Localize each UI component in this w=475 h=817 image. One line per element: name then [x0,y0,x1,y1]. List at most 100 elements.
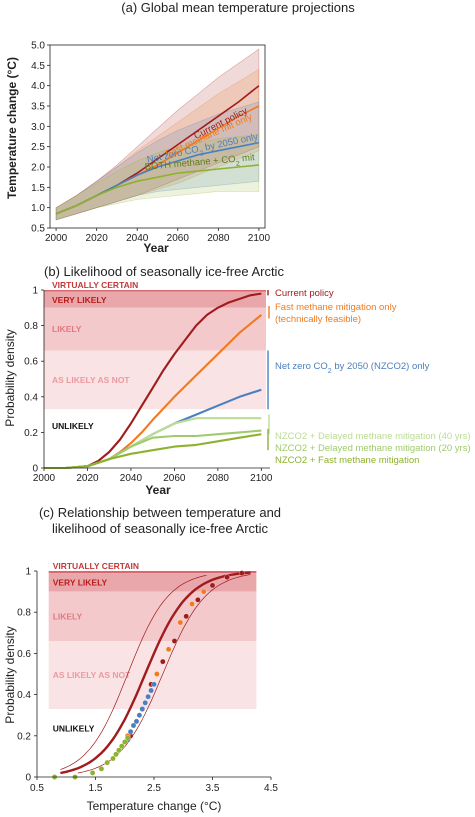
xtick-label: 3.5 [206,783,220,794]
panel-a-title: (a) Global mean temperature projections [121,0,355,15]
ytick-label: 1 [25,567,31,578]
legend-entry: NZCO2 + Delayed methane mitigation (40 y… [275,431,471,442]
legend-entry: NZCO2 + Fast methane mitigation [275,455,419,466]
band-label: UNLIKELY [53,724,95,734]
xtick-label: 2000 [33,473,56,484]
line-both [44,433,262,470]
sigmoid-curve [60,574,207,770]
ytick-label: 0 [32,464,38,475]
band-label: VERY LIKELY [52,295,107,305]
point-fast_methane [189,601,195,607]
xtick-label: 2100 [250,473,273,484]
band-label: VIRTUALLY CERTAIN [52,280,138,290]
point-net_zero [127,728,134,735]
xtick-label: 2020 [76,473,99,484]
point-both [98,766,105,772]
panel-c-title-line2: likelihood of seasonally ice-free Arctic [52,521,269,536]
ytick-label: 1.0 [31,203,45,214]
xtick-label: 0.5 [30,783,44,794]
ytick-label: 0.2 [17,731,31,742]
xtick-label: 1.5 [89,783,103,794]
xtick-label: 2080 [207,473,230,484]
band-label: AS LIKELY AS NOT [53,670,131,680]
ytick-label: 0.4 [17,690,31,701]
point-net_zero [130,722,137,729]
ytick-label: 3.0 [31,122,45,133]
point-current_policy [160,658,166,665]
line-current_policy [44,292,262,470]
legend-entry: (technically feasible) [275,314,361,325]
point-net_zero [151,681,157,688]
ytick-label: 0.2 [24,428,38,439]
point-net_zero [139,706,146,712]
band-label: LIKELY [52,324,82,334]
legend-entry: Current policy [275,288,334,299]
point-current_policy [195,597,201,603]
band-label: VIRTUALLY CERTAIN [53,561,139,571]
ytick-label: 1.5 [31,183,45,194]
xtick-label: 2040 [120,473,143,484]
band-label: AS LIKELY AS NOT [52,375,130,385]
ytick-label: 5.0 [31,41,45,52]
point-fast_methane [200,588,207,595]
point-current_policy [171,638,178,644]
sigmoid-curve [60,571,251,775]
point-both [104,759,110,766]
point-both [113,751,119,758]
panel-a-xlabel: Year [143,241,169,255]
panel-b-xlabel: Year [145,483,171,497]
panel-a-ylabel: Temperature change (°C) [5,57,19,199]
point-net_zero [133,718,140,725]
legend-entry: Fast methane mitigation only [275,302,397,313]
legend-net-zero: Net zero CO2 by 2050 (NZCO2) only [275,361,430,375]
xtick-label: 2060 [163,473,186,484]
ytick-label: 0.4 [24,392,38,403]
panel-b-plot: VIRTUALLY CERTAIN VERY LIKELY LIKELY AS LIK… [24,280,471,484]
xtick-label: 2020 [86,233,109,244]
ytick-label: 2.0 [31,163,45,174]
point-both [124,735,131,741]
panel-c-plot: VIRTUALLY CERTAIN VERY LIKELY LIKELY AS LIK… [17,561,278,794]
point-both [119,743,125,749]
band-very-likely [44,291,266,308]
ytick-label: 0.8 [17,608,31,619]
ytick-label: 0 [25,773,31,784]
band-very-likely [48,573,257,592]
point-both [110,755,116,762]
band-as-likely-as-not [44,350,266,410]
ytick-label: 0.8 [24,321,38,332]
xtick-label: 2040 [126,233,149,244]
point-current_policy [239,570,245,576]
panel-b-ylabel: Probability density [3,329,17,426]
point-both [89,770,96,776]
ytick-label: 2.5 [31,142,45,153]
xtick-label: 2080 [207,233,230,244]
ytick-label: 0.6 [17,649,31,660]
band-likely [48,591,257,642]
line-both [55,164,259,215]
band-virtually-certain [44,290,266,292]
panel-c-ylabel: Probability density [3,626,17,723]
xtick-label: 4.5 [264,783,278,794]
point-current_policy [224,574,230,580]
point-net_zero [148,687,154,694]
band-label: LIKELY [53,611,83,621]
xtick-label: 2000 [45,233,68,244]
ytick-label: 4.0 [31,81,45,92]
ytick-label: 0.5 [31,224,45,235]
panel-c-title-line1: (c) Relationship between temperature and [39,505,281,520]
band-label: UNLIKELY [52,421,94,431]
panel-c-xlabel: Temperature change (°C) [87,799,222,813]
point-fast_methane [165,646,172,653]
point-both [116,747,122,753]
xtick-label: 2100 [248,233,271,244]
point-fast_methane [177,619,184,626]
xtick-label: 2.5 [147,783,161,794]
ytick-label: 3.5 [31,102,45,113]
legend-entry: NZCO2 + Delayed methane mitigation (20 y… [275,443,471,454]
band-virtually-certain [48,571,257,574]
point-both [122,739,128,745]
envelope-current_policy [55,48,260,221]
ytick-label: 1 [32,286,38,297]
